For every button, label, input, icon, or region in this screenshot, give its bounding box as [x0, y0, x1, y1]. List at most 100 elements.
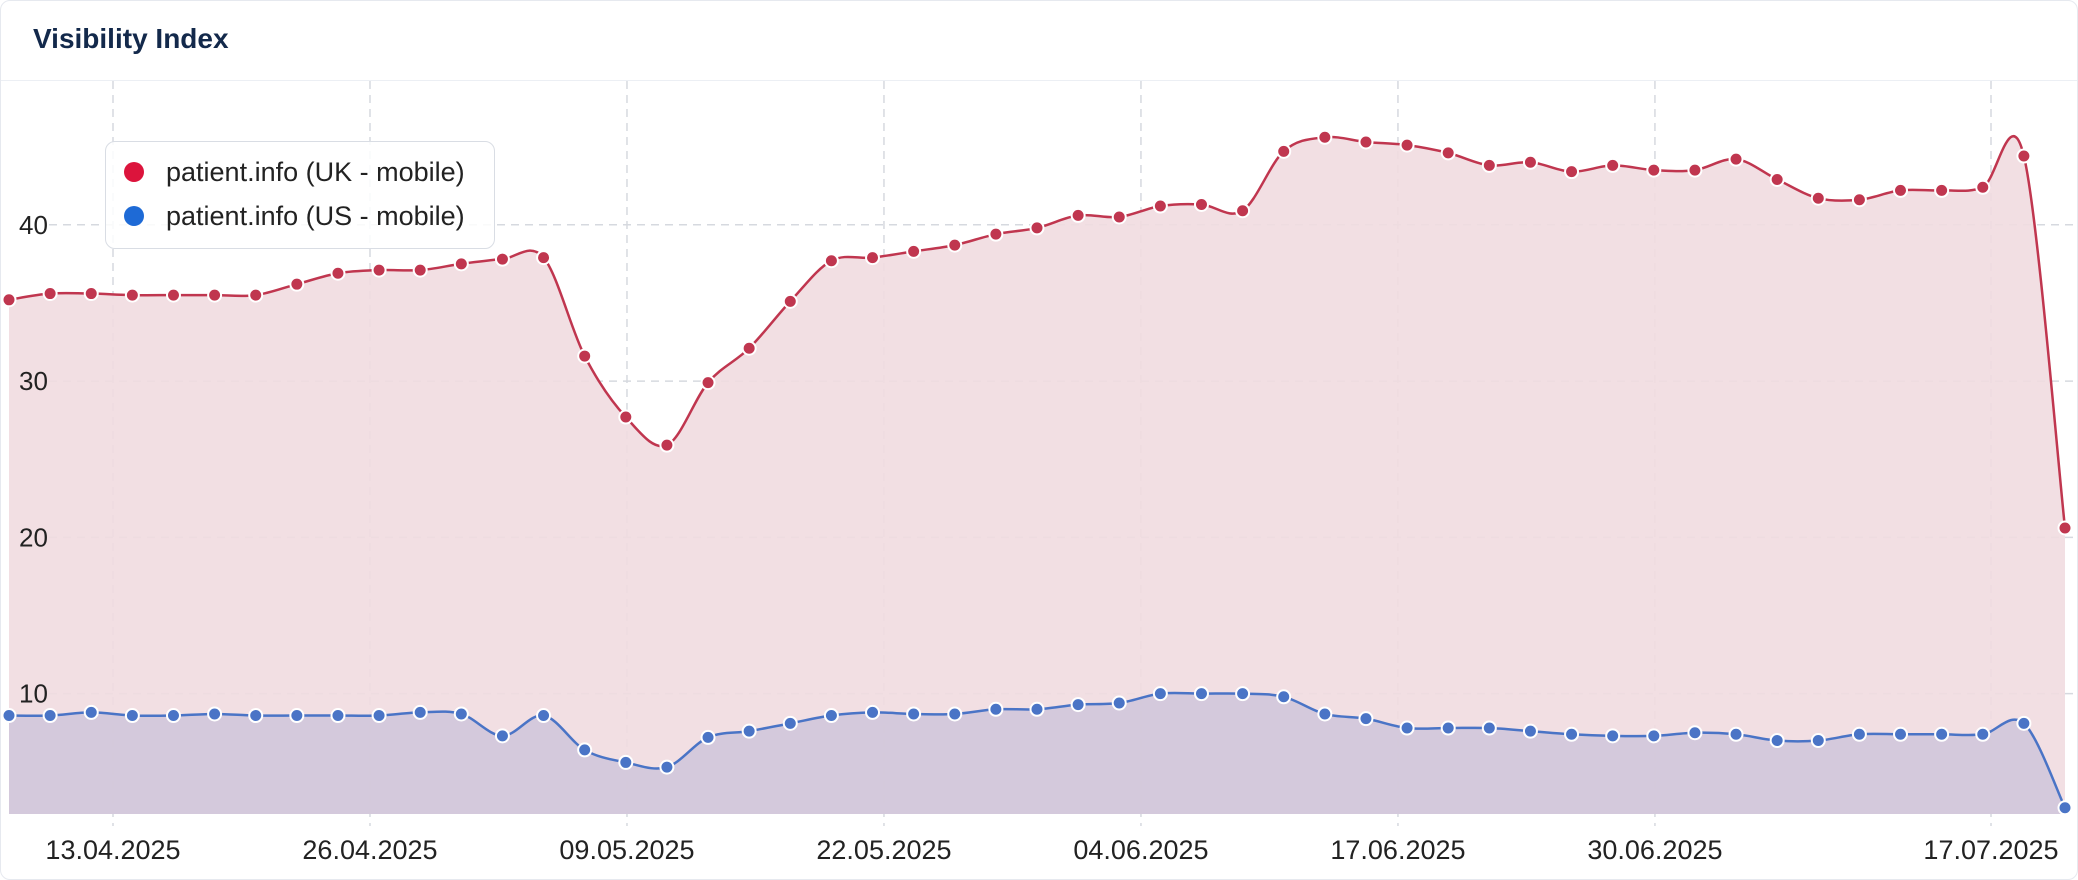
data-point-1 — [577, 742, 593, 758]
data-point-1 — [1564, 726, 1580, 742]
data-point-0 — [124, 287, 140, 303]
data-point-0 — [1481, 157, 1497, 173]
data-point-0 — [618, 409, 634, 425]
data-point-1 — [330, 708, 346, 724]
data-point-1 — [1070, 697, 1086, 713]
data-point-0 — [536, 250, 552, 266]
data-point-0 — [1769, 171, 1785, 187]
data-point-1 — [1975, 726, 1991, 742]
data-point-0 — [165, 287, 181, 303]
data-point-1 — [165, 708, 181, 724]
data-point-0 — [1029, 220, 1045, 236]
data-point-1 — [1317, 706, 1333, 722]
data-point-0 — [823, 253, 839, 269]
data-point-1 — [1522, 723, 1538, 739]
data-point-1 — [248, 708, 264, 724]
card-header: Visibility Index — [1, 1, 2077, 81]
data-point-1 — [1193, 686, 1209, 702]
chart-title: Visibility Index — [33, 23, 229, 54]
x-tick-label: 30.06.2025 — [1587, 835, 1722, 865]
data-point-1 — [42, 708, 58, 724]
data-point-0 — [1975, 179, 1991, 195]
data-point-0 — [248, 287, 264, 303]
data-point-0 — [1687, 162, 1703, 178]
data-point-0 — [906, 243, 922, 259]
legend-marker-us — [124, 206, 144, 226]
data-point-1 — [947, 706, 963, 722]
data-point-1 — [536, 708, 552, 724]
data-point-0 — [207, 287, 223, 303]
series-areas — [9, 136, 2065, 815]
data-point-1 — [1851, 726, 1867, 742]
data-point-1 — [1111, 695, 1127, 711]
data-point-0 — [741, 340, 757, 356]
legend-marker-uk — [124, 162, 144, 182]
legend: patient.info (UK - mobile) patient.info … — [105, 141, 495, 249]
data-point-0 — [1070, 207, 1086, 223]
data-point-0 — [1851, 192, 1867, 208]
data-point-1 — [1893, 726, 1909, 742]
y-tick-label: 30 — [19, 366, 48, 396]
data-point-1 — [906, 706, 922, 722]
data-point-1 — [1687, 725, 1703, 741]
data-point-1 — [453, 706, 469, 722]
data-point-0 — [1152, 198, 1168, 214]
data-point-1 — [1481, 720, 1497, 736]
x-tick-label: 13.04.2025 — [45, 835, 180, 865]
data-point-1 — [782, 715, 798, 731]
series-markers — [1, 129, 2073, 816]
data-point-1 — [124, 708, 140, 724]
x-axis: 13.04.2025 26.04.2025 09.05.2025 22.05.2025… — [45, 835, 2058, 865]
data-point-0 — [371, 262, 387, 278]
data-point-0 — [865, 250, 881, 266]
data-point-1 — [1605, 728, 1621, 744]
data-point-1 — [700, 729, 716, 745]
data-point-0 — [1646, 162, 1662, 178]
data-point-0 — [83, 286, 99, 302]
y-axis: 10 20 30 40 — [19, 210, 48, 709]
x-tick-label: 17.07.2025 — [1923, 835, 2058, 865]
data-point-1 — [1728, 726, 1744, 742]
data-point-0 — [700, 375, 716, 391]
data-point-0 — [494, 251, 510, 267]
data-point-0 — [659, 437, 675, 453]
series-area-0 — [9, 136, 2065, 815]
legend-label-uk: patient.info (UK - mobile) — [166, 156, 465, 187]
data-point-1 — [1, 708, 17, 724]
data-point-0 — [1399, 137, 1415, 153]
data-point-1 — [2057, 800, 2073, 816]
data-point-0 — [1605, 157, 1621, 173]
data-point-1 — [371, 708, 387, 724]
data-point-0 — [1522, 154, 1538, 170]
data-point-0 — [1111, 209, 1127, 225]
legend-item-us-mobile[interactable]: patient.info (US - mobile) — [124, 198, 465, 234]
data-point-0 — [1728, 151, 1744, 167]
legend-label-us: patient.info (US - mobile) — [166, 200, 465, 231]
data-point-1 — [1235, 686, 1251, 702]
x-tick-label: 17.06.2025 — [1330, 835, 1465, 865]
data-point-0 — [1, 292, 17, 308]
data-point-1 — [988, 701, 1004, 717]
data-point-1 — [1934, 726, 1950, 742]
legend-item-uk-mobile[interactable]: patient.info (UK - mobile) — [124, 154, 465, 190]
data-point-0 — [1235, 203, 1251, 219]
data-point-1 — [1440, 720, 1456, 736]
data-point-1 — [412, 704, 428, 720]
data-point-0 — [1564, 164, 1580, 180]
data-point-1 — [1646, 728, 1662, 744]
data-point-0 — [1317, 129, 1333, 145]
data-point-1 — [1358, 711, 1374, 727]
data-point-0 — [988, 226, 1004, 242]
data-point-1 — [1029, 701, 1045, 717]
data-point-0 — [42, 286, 58, 302]
data-point-1 — [1810, 733, 1826, 749]
x-tick-label: 04.06.2025 — [1073, 835, 1208, 865]
data-point-0 — [412, 262, 428, 278]
x-tick-label: 26.04.2025 — [302, 835, 437, 865]
data-point-1 — [659, 759, 675, 775]
data-point-1 — [2016, 715, 2032, 731]
data-point-0 — [1276, 143, 1292, 159]
data-point-1 — [289, 708, 305, 724]
data-point-1 — [83, 704, 99, 720]
